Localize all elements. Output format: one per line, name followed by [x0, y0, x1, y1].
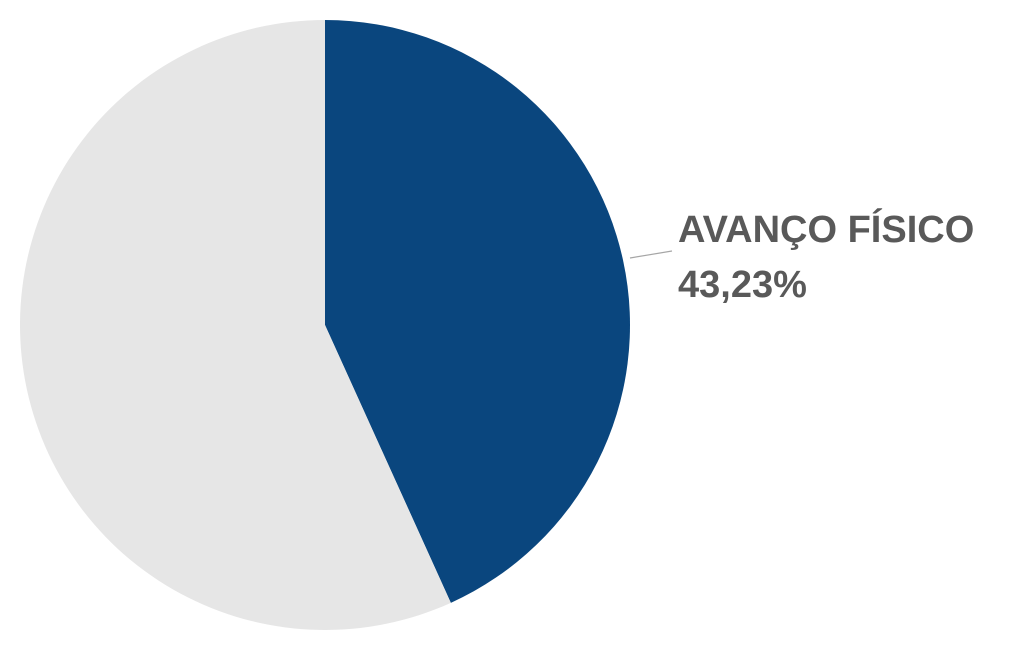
pie-slices: [19, 20, 630, 630]
slice-label-value: 43,23%: [678, 264, 807, 306]
pie-slice-1: [19, 20, 451, 630]
leader-line: [629, 250, 673, 259]
slice-label-category: AVANÇO FÍSICO: [678, 207, 974, 251]
pie-slice-0: [325, 20, 630, 603]
